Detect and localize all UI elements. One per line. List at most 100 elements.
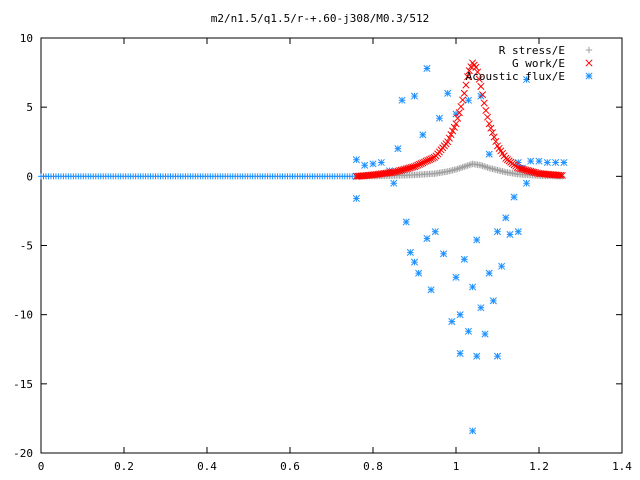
series-cross-point [480, 99, 488, 107]
x-tick-label: 0.6 [280, 460, 300, 473]
series-cross-point [450, 123, 458, 131]
series-cross-point [462, 81, 470, 89]
series-cross-point [454, 114, 462, 122]
series-plus-point [457, 164, 465, 171]
series-cross-point [477, 82, 485, 90]
series-cross-point [460, 89, 468, 97]
series-star-point [560, 158, 568, 167]
series-star-point [473, 236, 481, 244]
series-cross-point [455, 109, 463, 117]
x-tick-label: 1.2 [529, 460, 549, 473]
series-cross-point [558, 171, 566, 180]
series-star-point [402, 218, 410, 226]
series-star-point [435, 114, 443, 122]
series-star-point [552, 158, 560, 167]
x-tick-label: 0 [38, 460, 45, 473]
series-cross-point [492, 137, 500, 146]
series-cross-point [457, 103, 465, 111]
axis-ticks: 0 0.2 0.4 0.6 0.8 1 1.2 1.4 10 5 0 -5 -10 -15 -20 [13, 32, 632, 473]
series-cross-point [483, 113, 492, 121]
series-star-point [522, 75, 531, 84]
y-tick-label: -10 [13, 309, 33, 322]
series-star-point [510, 193, 518, 201]
series-star-point [506, 230, 514, 238]
series-cross-point [472, 63, 480, 71]
series-plus-point [462, 162, 470, 170]
series-star-point [452, 273, 460, 281]
series-plus-point [481, 163, 488, 170]
series-star-point [485, 150, 493, 158]
series-star-point [390, 179, 398, 187]
series-star-point [415, 269, 423, 277]
series-star-point [361, 161, 369, 169]
series-star-point [419, 131, 427, 139]
series-plus-point [482, 163, 490, 171]
series-star-point [535, 157, 543, 165]
legend-label: R stress/E [499, 44, 565, 57]
series-star-point [527, 157, 535, 165]
plot-frame [40, 37, 623, 454]
series-star-point [369, 160, 377, 168]
x-tick-label: 1 [453, 460, 460, 473]
y-tick-label: 10 [20, 32, 33, 45]
series-cross-point [445, 134, 453, 142]
series-star-point [493, 352, 502, 360]
series-star-point [352, 156, 360, 164]
x-tick-label: 0.4 [197, 460, 217, 473]
series-plus-point [466, 161, 473, 169]
series-cross-point [447, 131, 455, 139]
series-cross-point [479, 91, 487, 99]
series-cross-point [488, 129, 497, 137]
series-star-point [444, 89, 452, 97]
legend-label: G work/E [512, 57, 565, 70]
series-star-point [485, 269, 493, 277]
series-star-point [431, 228, 439, 236]
series-star-point [423, 64, 431, 72]
series-star-point [448, 318, 456, 326]
series-plus-point [452, 166, 460, 173]
series-star-point [456, 311, 464, 319]
series-star-point [543, 158, 551, 167]
series-star-point [377, 158, 385, 167]
series-plus-point [477, 162, 485, 169]
series-cross-point [459, 96, 467, 104]
series-star-point [439, 250, 448, 258]
legend-marker [585, 59, 593, 67]
legend-label: Acoustic flux/E [466, 70, 565, 83]
series-star-point [481, 330, 489, 338]
series-star-point [469, 283, 477, 291]
y-tick-label: 0 [26, 170, 33, 183]
series-star [38, 64, 568, 435]
series-star-point [398, 96, 406, 104]
series-cross-point [482, 106, 490, 115]
series-cross [352, 59, 566, 180]
chart-title: m2/n1.5/q1.5/r-+.60-j308/M0.3/512 [211, 12, 430, 25]
x-tick-label: 1.4 [612, 460, 632, 473]
series-star-point [522, 179, 531, 187]
series-cross-point [452, 120, 460, 128]
series-star-point [514, 228, 522, 236]
y-tick-label: -15 [13, 378, 33, 391]
series-cross-point [490, 133, 498, 141]
series-plus-point [479, 162, 486, 170]
series-cross-point [487, 124, 495, 132]
series-star-point [477, 304, 485, 312]
series-cross-point [449, 127, 457, 135]
series-plus-point [461, 163, 468, 170]
series-cross-point [557, 171, 565, 179]
x-tick-label: 0.8 [363, 460, 383, 473]
series-cross-point [475, 75, 483, 83]
series-star-point [489, 297, 497, 305]
series-star-point [352, 194, 360, 203]
series-star-point [464, 327, 473, 335]
series-star-point [410, 258, 419, 266]
x-tick-label: 0.2 [114, 460, 134, 473]
y-tick-label: -20 [13, 447, 33, 460]
series-star-point [464, 96, 473, 104]
y-tick-label: -5 [20, 240, 33, 253]
data-marks [38, 59, 568, 435]
series-plus-point [484, 164, 491, 171]
series-star-point [469, 427, 477, 435]
